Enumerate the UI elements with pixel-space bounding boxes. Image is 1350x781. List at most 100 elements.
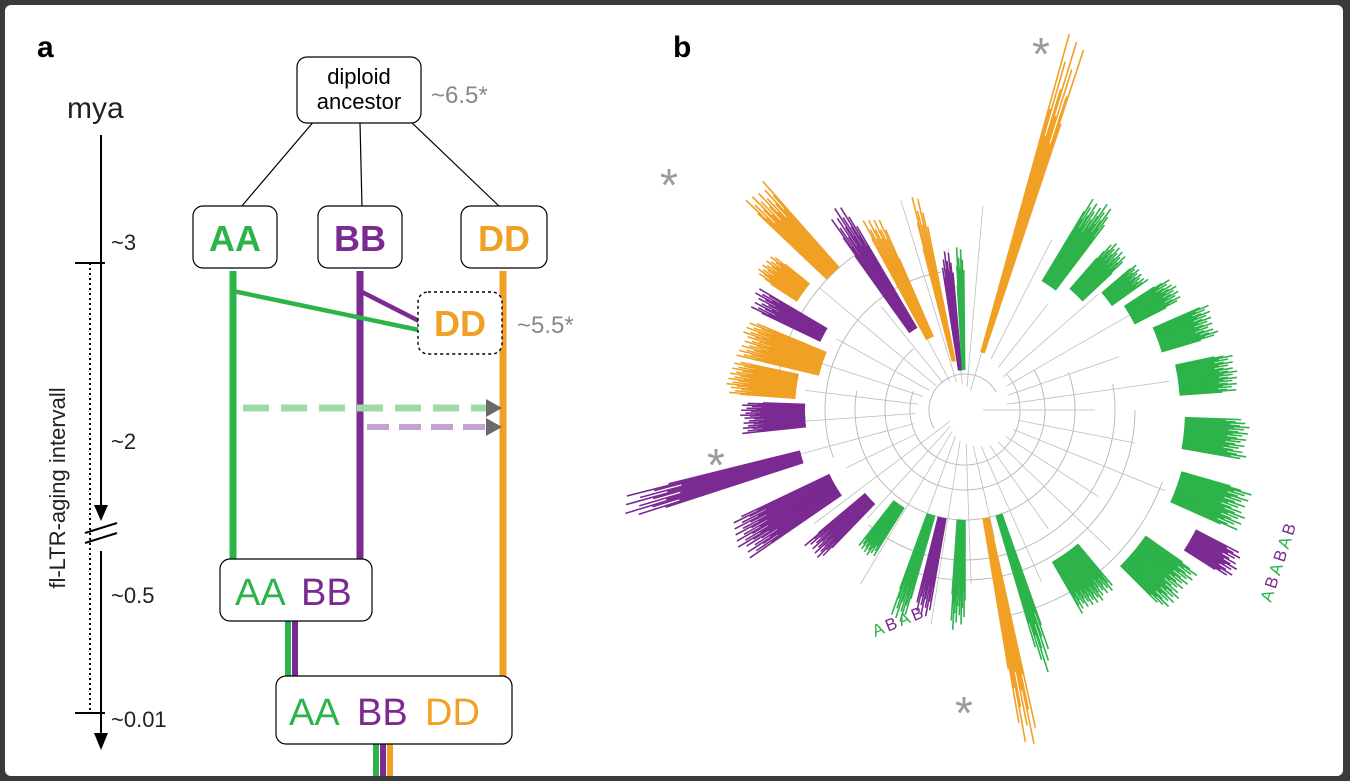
tree-leaf-branch-D	[767, 269, 803, 295]
tree-leaf-branch-A	[1061, 554, 1086, 590]
tree-leaf-branch-A	[1177, 367, 1224, 377]
tree-leaf-branch-A	[1179, 388, 1228, 394]
tree-leaf-branch-A	[1155, 316, 1198, 335]
tree-leaf-branch-D	[982, 518, 1010, 670]
tree-leaf-branch-A	[1152, 307, 1201, 329]
tree-leaf-branch-A	[1178, 478, 1249, 502]
tree-leaf-branch-A	[1179, 385, 1223, 391]
tree-leaf-branch-A	[1052, 560, 1080, 606]
tree-leaf-branch-A	[1140, 541, 1193, 581]
tree-leaf-branch-A	[1175, 356, 1215, 367]
tree-leaf-branch-A	[1184, 416, 1242, 421]
tree-leaf-branch-A	[1177, 370, 1238, 381]
tree-leaf-branch-A	[1065, 552, 1090, 588]
tree-leaf-branch-A	[1181, 471, 1231, 487]
tree-leaf-branch-A	[1175, 354, 1233, 368]
tree-leaf-branch-B	[665, 461, 804, 509]
tree-internal-branch	[836, 338, 930, 391]
tree-leaf-branch-A	[1063, 554, 1090, 593]
tree-leaf-branch-B	[762, 402, 806, 406]
tree-leaf-branch-A	[1158, 328, 1200, 344]
tree-leaf-branch-A	[1178, 376, 1229, 385]
abab-right-letter-6: B	[1278, 521, 1300, 538]
tree-leaf-branch-B	[625, 454, 802, 506]
tree-leaf-branch-B	[1187, 543, 1220, 565]
tree-leaf-branch-A	[1178, 382, 1228, 390]
tree-leaf-branch-A	[1176, 361, 1224, 372]
tree-leaf-branch-A	[1176, 362, 1215, 371]
figure-frame: a mya ~3 ~2 ~0.5 ~0.01 fl-LTR-aging inte…	[5, 5, 1343, 776]
tree-leaf-branch-A	[1179, 391, 1223, 396]
tree-leaf-branch-D	[756, 323, 827, 354]
tree-leaf-branch-A	[1183, 429, 1243, 437]
tree-leaf-branch-A	[1071, 547, 1109, 594]
tree-leaf-branch-A	[1179, 388, 1219, 393]
panel-b-label: b	[673, 31, 691, 64]
tree-leaf-branch-A	[1156, 316, 1212, 339]
tree-leaf-branch-A	[1135, 548, 1177, 583]
tree-leaf-branch-A	[1121, 563, 1164, 605]
tree-leaf-branch-A	[1184, 423, 1235, 429]
tree-leaf-branch-A	[1184, 424, 1244, 431]
tree-leaf-branch-A	[1139, 542, 1188, 580]
tree-leaf-branch-A	[1102, 272, 1130, 295]
tree-leaf-branch-D	[777, 211, 836, 273]
tree-leaf-branch-A	[1059, 556, 1090, 603]
ancestor-age: ~6.5*	[431, 82, 488, 109]
tree-leaf-branch-D	[758, 192, 835, 273]
tree-leaf-branch-B	[741, 473, 830, 518]
tree-leaf-branch-A	[1182, 439, 1239, 449]
tree-leaf-branch-A	[1182, 441, 1234, 451]
tree-leaf-branch-A	[1180, 474, 1235, 492]
tree-leaf-branch-A	[1175, 486, 1232, 509]
tree-leaf-branch-A	[1125, 287, 1160, 310]
tree-leaf-branch-A	[1182, 438, 1230, 447]
tree-leaf-branch-A	[1059, 556, 1086, 594]
tree-leaf-branch-A	[1054, 224, 1106, 291]
tree-leaf-branch-D	[736, 384, 797, 393]
tree-leaf-branch-A	[1105, 272, 1138, 299]
tree-leaf-branch-A	[1184, 427, 1248, 435]
tree-leaf-branch-A	[1055, 559, 1077, 593]
tree-leaf-branch-A	[1141, 540, 1186, 574]
tree-leaf-branch-A	[1170, 500, 1222, 525]
tree-leaf-branch-A	[1134, 548, 1184, 590]
tree-leaf-branch-A	[1129, 296, 1164, 317]
tree-leaf-branch-A	[1133, 306, 1167, 325]
tree-internal-branch	[1005, 436, 1099, 497]
transfer-arrowhead-b	[486, 418, 502, 436]
tree-leaf-branch-A	[1159, 330, 1205, 347]
tree-leaf-branch-A	[1104, 272, 1134, 297]
tree-leaf-branch-D	[783, 208, 839, 270]
tree-leaf-branch-A	[1179, 385, 1233, 392]
tree-leaf-branch-D	[729, 391, 796, 399]
tree-leaf-branch-B	[652, 455, 802, 500]
tree-leaf-branch-A	[1123, 561, 1163, 600]
tree-leaf-branch-A	[1129, 554, 1180, 600]
genome-aa-label: AA	[209, 218, 261, 259]
tree-leaf-branch-A	[1124, 560, 1157, 592]
tree-leaf-branch-B	[680, 456, 802, 494]
tree-leaf-branch-A	[1063, 553, 1099, 604]
tree-leaf-branch-A	[1130, 553, 1167, 585]
tree-leaf-branch-D	[774, 222, 831, 278]
hexaploid-a-label: AA	[289, 692, 340, 734]
tree-leaf-branch-A	[1141, 539, 1179, 568]
tree-leaf-branch-D	[770, 283, 798, 302]
tree-leaf-branch-A	[1126, 558, 1175, 604]
tree-leaf-branch-A	[1179, 477, 1239, 498]
tree-leaf-branch-D	[785, 216, 837, 272]
tree-leaf-branch-B	[1187, 542, 1232, 571]
tree-leaf-branch-A	[1132, 551, 1166, 579]
tree-leaf-branch-D	[734, 362, 799, 377]
tree-leaf-branch-A	[1183, 432, 1247, 441]
tree-leaf-branch-D	[769, 278, 800, 300]
tree-leaf-branch-D	[772, 270, 804, 294]
tree-leaf-branch-A	[1182, 444, 1237, 455]
hexaploid-d-label: DD	[425, 692, 480, 734]
tree-leaf-branch-A	[1177, 482, 1246, 508]
tree-leaf-branch-A	[1101, 268, 1131, 294]
tree-leaf-branch-D	[750, 377, 797, 386]
tree-leaf-branch-A	[1183, 435, 1226, 443]
tree-leaf-branch-A	[1184, 418, 1236, 423]
